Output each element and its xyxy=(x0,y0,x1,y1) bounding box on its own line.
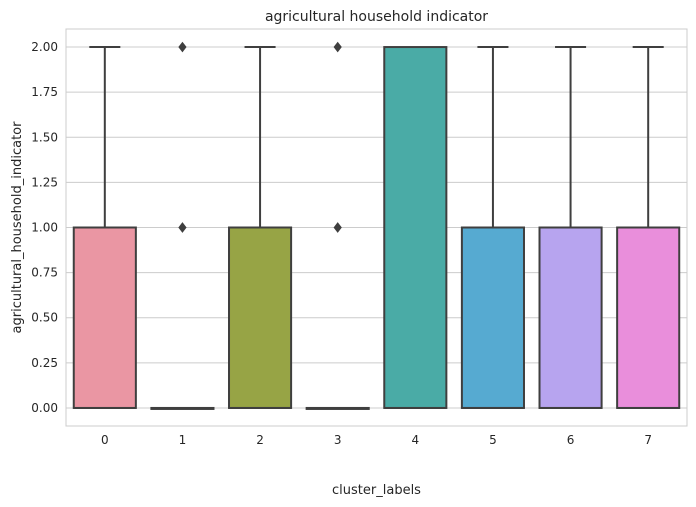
outlier-point xyxy=(178,41,187,53)
box-3 xyxy=(305,41,370,410)
y-tick-label: 0.25 xyxy=(31,356,58,370)
box-0 xyxy=(72,46,137,409)
y-tick-label: 1.00 xyxy=(31,221,58,235)
y-tick-label: 1.50 xyxy=(31,130,58,144)
box-4 xyxy=(383,46,448,409)
box-6 xyxy=(538,46,603,409)
box-5 xyxy=(460,46,525,409)
x-tick-label: 5 xyxy=(489,433,497,447)
outlier-point xyxy=(333,41,342,53)
iqr-box xyxy=(383,46,448,409)
y-tick-label: 1.25 xyxy=(31,175,58,189)
x-tick-label: 3 xyxy=(334,433,342,447)
y-tick-labels: 0.00 0.25 0.50 0.75 1.00 1.25 1.50 1.75 2.00 xyxy=(31,40,58,415)
y-axis-label: agricultural_household_indicator xyxy=(10,121,25,334)
box-2 xyxy=(228,46,293,409)
chart-title: agricultural household indicator xyxy=(265,9,488,25)
y-tick-label: 0.00 xyxy=(31,401,58,415)
box-7 xyxy=(616,46,681,409)
iqr-box xyxy=(538,226,603,409)
x-tick-label: 0 xyxy=(101,433,109,447)
grid-lines xyxy=(66,46,687,409)
outlier-point xyxy=(178,222,187,233)
x-tick-label: 1 xyxy=(179,433,187,447)
y-tick-label: 2.00 xyxy=(31,40,58,54)
y-tick-label: 0.50 xyxy=(31,311,58,325)
x-tick-label: 6 xyxy=(567,433,575,447)
iqr-box xyxy=(72,226,137,409)
y-tick-label: 0.75 xyxy=(31,266,58,280)
x-tick-labels: 0 1 2 3 4 5 6 7 xyxy=(101,433,652,447)
x-tick-label: 7 xyxy=(644,433,652,447)
outlier-point xyxy=(333,222,342,233)
box-1 xyxy=(150,41,215,410)
y-tick-label: 1.75 xyxy=(31,85,58,99)
x-tick-label: 2 xyxy=(256,433,264,447)
iqr-box xyxy=(616,226,681,409)
x-axis-label: cluster_labels xyxy=(332,483,421,498)
boxes-group xyxy=(72,41,681,410)
x-tick-label: 4 xyxy=(411,433,419,447)
iqr-box xyxy=(460,226,525,409)
plot-frame xyxy=(65,28,688,427)
iqr-box xyxy=(228,226,293,409)
